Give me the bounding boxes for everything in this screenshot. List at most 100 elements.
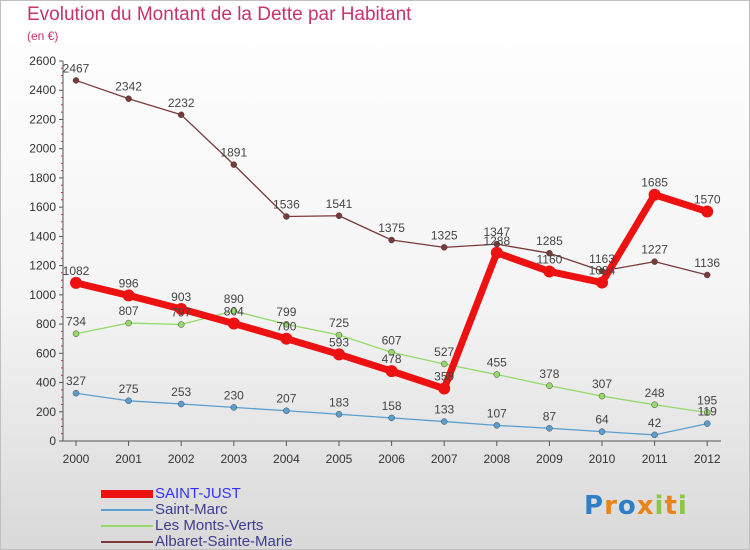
data-point: [72, 77, 80, 84]
data-point: [598, 428, 606, 435]
logo-letter: r: [604, 491, 618, 521]
legend-swatch: [101, 509, 153, 511]
legend: SAINT-JUST Saint-Marc Les Monts-Verts Albar…: [101, 485, 401, 550]
data-label: 378: [539, 367, 559, 381]
x-tick-label: 2006: [378, 452, 405, 466]
legend-label: SAINT-JUST: [155, 485, 241, 502]
data-label: 1891: [220, 146, 247, 160]
data-label: 183: [329, 395, 349, 409]
data-point: [490, 246, 503, 259]
data-label: 1160: [536, 252, 562, 266]
x-tick-label: 2003: [220, 452, 247, 466]
data-label: 1541: [326, 197, 353, 211]
data-label: 327: [66, 374, 86, 388]
data-label: 1285: [536, 234, 563, 248]
data-label: 158: [382, 399, 402, 413]
x-tick-label: 2004: [273, 452, 300, 466]
y-tick-label: 600: [36, 346, 56, 360]
data-point: [125, 95, 132, 102]
legend-item: SAINT-JUST: [101, 485, 401, 502]
data-point: [333, 348, 345, 361]
data-label: 1375: [378, 221, 405, 235]
data-label: 799: [276, 305, 296, 319]
data-point: [230, 404, 238, 411]
chart-subtitle: (en €): [27, 29, 59, 43]
legend-swatch: [101, 541, 153, 543]
data-label: 207: [276, 392, 296, 406]
y-tick-label: 200: [36, 405, 56, 419]
y-tick-label: 1000: [29, 288, 56, 302]
data-label: 253: [171, 385, 191, 399]
logo-letter: x: [636, 491, 655, 521]
legend-item: Saint-Marc: [101, 501, 401, 518]
x-tick-label: 2008: [483, 452, 510, 466]
data-point: [122, 289, 135, 302]
y-tick-label: 2600: [29, 54, 56, 68]
x-tick-label: 2000: [63, 452, 90, 466]
data-label: 87: [543, 409, 557, 423]
data-point: [543, 265, 556, 278]
y-tick-label: 1600: [29, 200, 56, 214]
data-label: 734: [66, 315, 86, 329]
data-label: 1288: [483, 234, 510, 248]
legend-swatch: [101, 525, 153, 527]
data-label: 1227: [641, 243, 668, 257]
data-point: [335, 411, 343, 418]
data-point: [648, 188, 661, 201]
y-tick-label: 1200: [29, 259, 56, 273]
y-tick-label: 1400: [29, 229, 56, 243]
data-label: 248: [645, 386, 665, 400]
data-point: [335, 212, 343, 220]
logo-letter: i: [677, 491, 688, 521]
data-point: [703, 271, 711, 279]
data-label: 1163: [589, 252, 615, 266]
data-label: 1082: [63, 264, 90, 278]
x-tick-label: 2010: [589, 452, 616, 466]
data-label: 903: [171, 290, 191, 304]
x-tick-label: 2001: [115, 452, 142, 466]
data-point: [651, 258, 658, 265]
legend-item: Les Monts-Verts: [101, 517, 401, 534]
data-point: [438, 382, 451, 395]
y-tick-label: 2400: [29, 83, 56, 97]
proxiti-logo: Proxiti: [584, 491, 688, 521]
legend-label: Saint-Marc: [155, 501, 228, 518]
data-label: 996: [119, 276, 139, 290]
data-label: 2467: [63, 61, 90, 75]
legend-swatch: [101, 490, 153, 498]
data-label: 607: [382, 333, 402, 347]
data-label: 2232: [168, 96, 195, 110]
x-tick-label: 2009: [536, 452, 563, 466]
legend-item: Albaret-Sainte-Marie: [101, 533, 401, 550]
x-tick-label: 2005: [326, 452, 353, 466]
logo-letter: P: [584, 491, 605, 521]
x-tick-label: 2012: [694, 452, 721, 466]
data-point: [177, 400, 185, 408]
data-point: [280, 332, 293, 345]
data-label: 307: [592, 377, 612, 391]
data-label: 1570: [694, 193, 721, 207]
data-label: 807: [119, 304, 139, 318]
data-label: 275: [119, 382, 139, 396]
logo-letter: i: [654, 491, 665, 521]
data-label: 478: [382, 352, 402, 366]
legend-label: Albaret-Sainte-Marie: [155, 533, 293, 550]
data-label: 1347: [483, 225, 510, 239]
y-tick-label: 1800: [29, 171, 56, 185]
data-label: 64: [595, 413, 609, 427]
data-point: [546, 382, 553, 390]
y-tick-label: 800: [36, 317, 56, 331]
data-point: [70, 276, 82, 289]
data-point: [546, 249, 553, 257]
data-point: [493, 422, 501, 429]
data-point: [703, 420, 711, 427]
data-label: 107: [487, 406, 507, 420]
data-point: [651, 401, 658, 409]
data-point: [125, 397, 132, 405]
data-label: 133: [434, 403, 454, 417]
data-point: [283, 320, 290, 328]
data-label: 1084: [589, 264, 616, 278]
data-point: [72, 389, 80, 397]
data-label: 804: [224, 304, 244, 318]
data-label: 195: [697, 394, 717, 408]
